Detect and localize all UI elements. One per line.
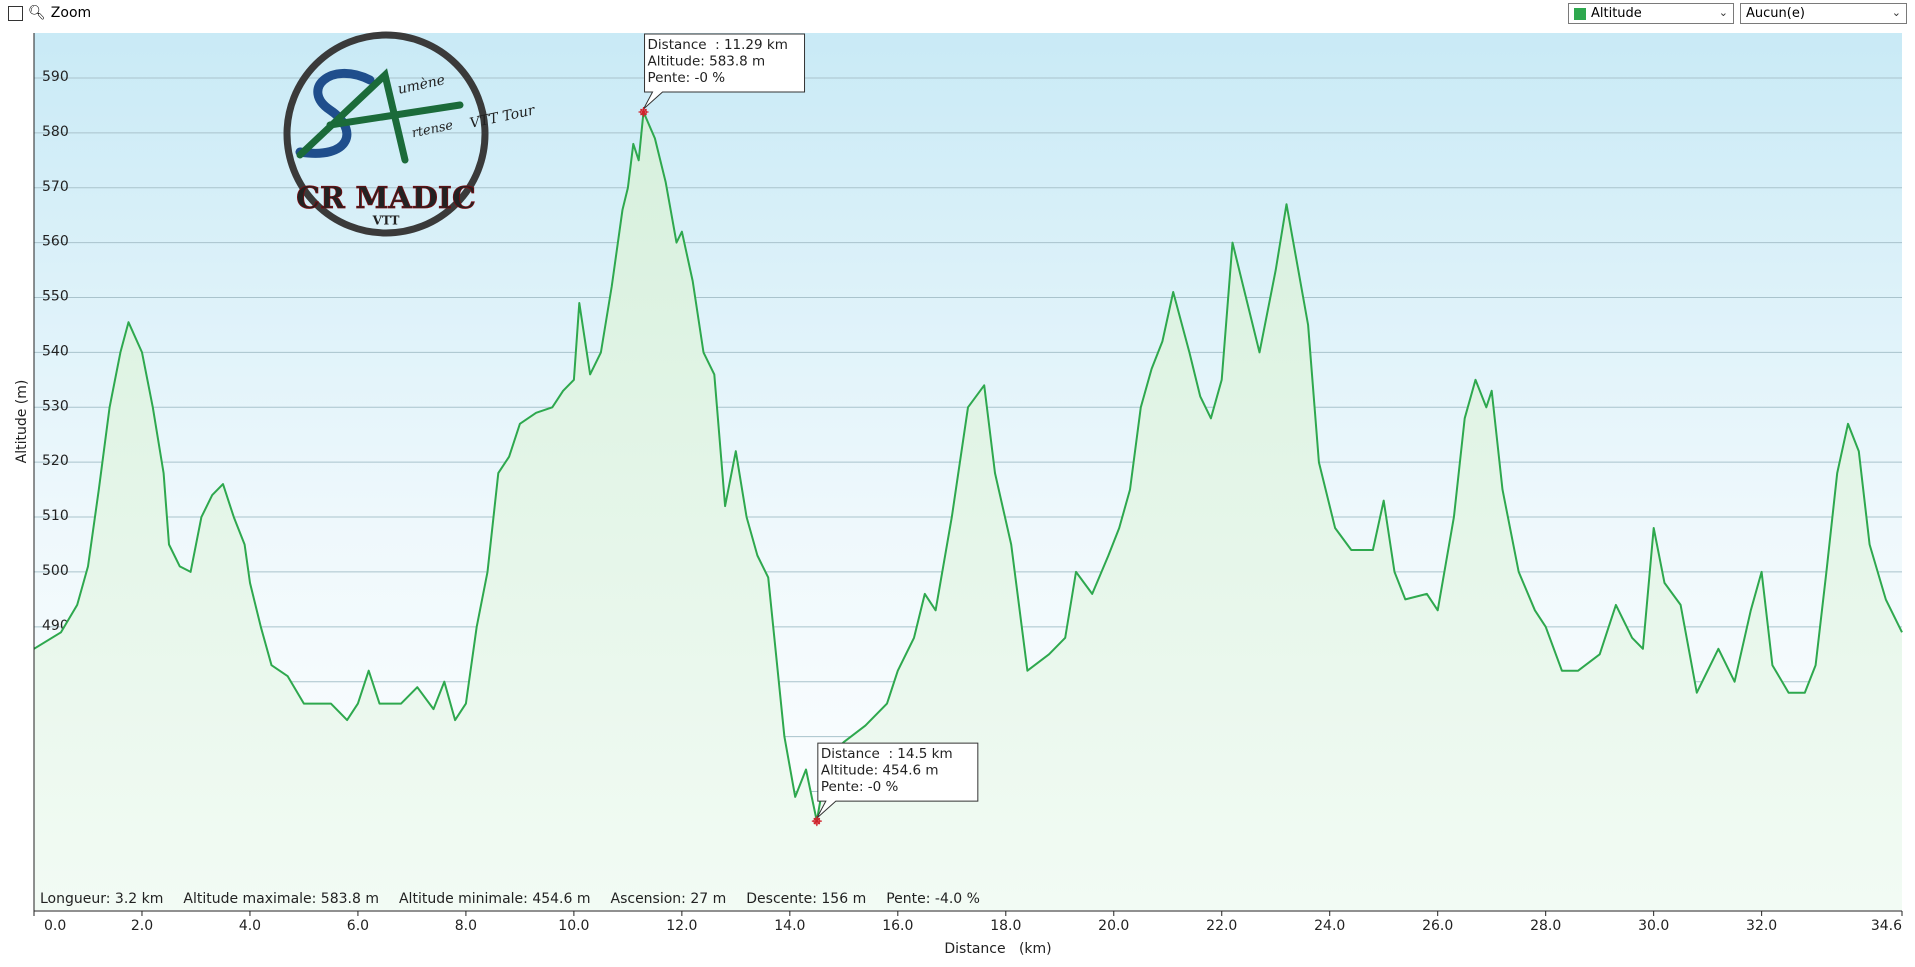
series-select[interactable]: Altitude ⌄ <box>1568 3 1734 24</box>
toolbar: 🔍︎ Zoom Altitude ⌄ Aucun(e) ⌄ <box>0 0 1915 29</box>
tooltip-line: Distance : 11.29 km <box>648 37 788 53</box>
point-marker <box>638 107 649 118</box>
tooltip-line: Pente: -0 % <box>821 779 899 795</box>
x-tick-label: 8.0 <box>455 918 477 934</box>
y-tick-label: 560 <box>42 234 69 250</box>
stat: Altitude maximale: 583.8 m <box>183 891 379 907</box>
y-tick-label: 580 <box>42 124 69 140</box>
y-tick-label: 590 <box>42 69 69 85</box>
zoom-toggle[interactable]: 🔍︎ Zoom <box>8 5 91 21</box>
stats: Longueur: 3.2 km Altitude maximale: 583.8… <box>40 891 980 907</box>
y-tick-label: 570 <box>42 179 69 195</box>
x-axis-title: Distance (km) <box>944 941 1051 957</box>
y-tick-label: 530 <box>42 398 69 414</box>
series-swatch <box>1574 7 1586 20</box>
overlay-name: Aucun(e) <box>1746 6 1805 21</box>
point-marker-ring <box>813 817 821 825</box>
overlay-select[interactable]: Aucun(e) ⌄ <box>1740 3 1907 24</box>
stat: Ascension: 27 m <box>610 891 727 907</box>
x-tick-label: 0.0 <box>44 918 66 934</box>
dropdown-arrow: ⌄ <box>1891 6 1901 19</box>
x-tick-label: 12.0 <box>666 918 697 934</box>
series-name: Altitude <box>1591 6 1642 21</box>
stat: Descente: 156 m <box>746 891 867 907</box>
line <box>33 111 1903 823</box>
zoom-label: 🔍︎ <box>28 5 46 21</box>
x-tick-label: 28.0 <box>1530 918 1561 934</box>
y-tick-label: 520 <box>42 453 69 469</box>
tooltip-line: Altitude: 454.6 m <box>821 763 939 779</box>
x-tick-label: 24.0 <box>1314 918 1345 934</box>
x-tick-label: 20.0 <box>1098 918 1129 934</box>
tooltip-line: Distance : 14.5 km <box>821 746 953 762</box>
stat: Altitude minimale: 454.6 m <box>398 891 591 907</box>
tooltip-box <box>816 742 979 819</box>
tooltip-line: Pente: -0 % <box>648 70 726 86</box>
x-tick-label: 26.0 <box>1422 918 1453 934</box>
tooltip-box <box>643 33 806 110</box>
checkbox[interactable] <box>8 5 23 21</box>
x-tick-label: 2.0 <box>131 918 153 934</box>
logo-title: CR MADIC <box>296 181 476 216</box>
x-tick-label: 6.0 <box>347 918 369 934</box>
logo-subtitle: VTT <box>372 214 400 228</box>
y-tick-label: 550 <box>42 289 69 305</box>
x-tick-label: 30.0 <box>1638 918 1669 934</box>
y-axis-title: Altitude (m) <box>14 380 30 464</box>
logo-a <box>296 68 464 164</box>
logo-s <box>295 68 375 158</box>
x-tick-label: 32.0 <box>1746 918 1777 934</box>
dropdown-arrow: ⌄ <box>1718 6 1728 19</box>
point-marker <box>811 816 822 827</box>
y-tick-label: 540 <box>42 343 69 359</box>
x-tick-label: 14.0 <box>774 918 805 934</box>
stat: Pente: -4.0 % <box>886 891 980 907</box>
tooltip-line: Altitude: 583.8 m <box>648 54 766 70</box>
logo-ring <box>283 31 489 237</box>
x-tick-label: 10.0 <box>558 918 589 934</box>
x-tick-label: 34.6 <box>1871 918 1902 934</box>
zoom-text: Zoom <box>50 5 92 21</box>
y-tick-label: 500 <box>42 563 69 579</box>
x-tick-label: 18.0 <box>990 918 1021 934</box>
stat: Longueur: 3.2 km <box>40 891 164 907</box>
x-tick-label: 4.0 <box>239 918 261 934</box>
x-tick-label: 16.0 <box>882 918 913 934</box>
y-tick-label: 510 <box>42 508 69 524</box>
x-tick-label: 22.0 <box>1206 918 1237 934</box>
point-marker-ring <box>640 108 648 116</box>
area <box>34 112 1902 910</box>
